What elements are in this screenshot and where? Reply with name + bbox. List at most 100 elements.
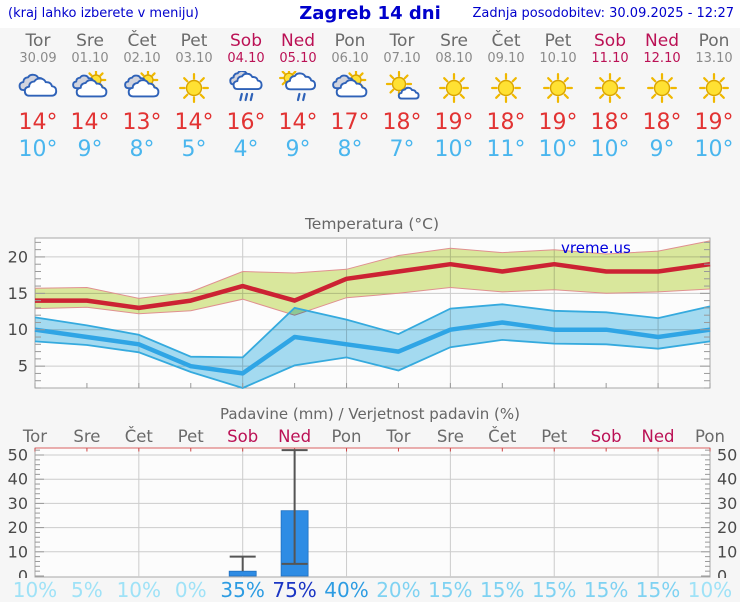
min-temperature: 10° [18,137,58,162]
svg-text:5: 5 [18,357,28,376]
weather-icon [480,68,532,108]
precip-probability: 0% [174,578,207,602]
day-date: 13.10 [695,51,733,66]
precip-day-label: Sob [227,427,259,446]
precip-probability: 10% [116,578,162,602]
svg-text:50: 50 [8,446,28,465]
day-column[interactable]: Sob 11.10 18° 10° [584,31,636,163]
day-column[interactable]: Ned 12.10 18° 9° [636,31,688,163]
precip-day-label: Pon [694,427,725,446]
precip-probability: 40% [324,578,369,602]
day-column[interactable]: Sob 04.10 16° 4° [220,31,272,163]
precip-probability: 20% [376,578,421,602]
svg-text:15: 15 [8,284,28,303]
day-columns: Tor 30.09 14° 10° Sre 01.10 14° 9° Čet 0… [0,31,740,163]
sunny-icon [439,73,469,103]
precip-day-label: Čet [124,427,153,446]
partly-cloudy-icon [332,71,368,98]
min-temperature: 4° [233,137,259,162]
min-temp-line [34,320,711,376]
precip-probability: 75% [272,578,317,602]
day-name: Pon [698,31,730,51]
day-date: 11.10 [591,51,629,66]
precip-day-label: Sre [436,427,464,446]
weather-icon [12,68,64,108]
day-date: 12.10 [643,51,681,66]
day-column[interactable]: Čet 09.10 18° 11° [480,31,532,163]
day-name: Čet [491,31,521,51]
svg-text:10: 10 [8,542,28,561]
precip-day-label: Čet [488,427,517,446]
min-temperature: 8° [337,137,363,162]
day-name: Pet [180,31,208,51]
sunny-icon [179,73,209,103]
day-column[interactable]: Pet 10.10 19° 10° [532,31,584,163]
day-date: 07.10 [383,51,421,66]
weather-icon [168,68,220,108]
svg-text:0: 0 [717,567,727,579]
precip-day-label: Ned [278,427,312,446]
precip-probability: 10% [687,578,733,602]
day-column[interactable]: Pet 03.10 14° 5° [168,31,220,163]
day-name: Sre [76,31,104,51]
max-temperature: 14° [70,110,110,135]
temperature-chart: 5 10 15 20 Temperatura (°C) [8,215,711,389]
precip-probability: 15% [531,578,577,602]
day-name: Ned [645,31,679,51]
min-temperature: 10° [590,137,630,162]
max-temperature: 19° [694,110,734,135]
day-column[interactable]: Pon 06.10 17° 8° [324,31,376,163]
min-temperature: 9° [285,137,311,162]
day-name: Sob [594,31,626,51]
weather-icon [376,68,428,108]
sunny-icon [699,73,729,103]
max-temperature: 14° [174,110,214,135]
precip-probability: 15% [635,578,681,602]
weather-icon [272,68,324,108]
max-temperature: 14° [18,110,58,135]
precip-probability: 10% [12,578,58,602]
precip-probability-row: 10% 5% 10% 0% 35% 75% 40% 20% 15% 15% 15… [0,578,740,602]
svg-text:20: 20 [8,247,28,266]
day-column[interactable]: Čet 02.10 13° 8° [116,31,168,163]
max-temperature: 16° [226,110,266,135]
precip-grid [35,448,710,577]
weather-icon [428,68,480,108]
min-temperature: 10° [694,137,734,162]
max-temperature: 19° [538,110,578,135]
min-band-edge [34,303,711,359]
precip-y-labels: 0 0 10 10 20 20 30 30 40 40 50 50 [8,446,738,578]
max-temperature: 18° [590,110,630,135]
mostly-sunny-icon [385,71,420,100]
min-temperature: 11° [486,137,526,162]
day-date: 06.10 [331,51,369,66]
svg-text:40: 40 [717,470,737,489]
max-temperature: 18° [642,110,682,135]
weather-icon [116,68,168,108]
sunny-icon [647,73,677,103]
max-band-edge [34,240,711,299]
day-name: Pet [544,31,572,51]
day-column[interactable]: Tor 07.10 18° 7° [376,31,428,163]
min-temperature: 10° [538,137,578,162]
precip-probability: 15% [428,578,473,602]
cloudy-icon [18,73,58,97]
vreme-us-link[interactable]: vreme.us [561,239,631,257]
precipitation-chart: 0 0 10 10 20 20 30 30 40 40 50 50 [8,446,738,578]
day-column[interactable]: Tor 30.09 14° 10° [12,31,64,163]
precip-day-label: Ned [641,427,675,446]
precip-day-label: Tor [22,427,48,446]
max-temperature: 18° [486,110,526,135]
weather-icon [324,68,376,108]
min-band-edge [34,338,711,389]
day-column[interactable]: Ned 05.10 14° 9° [272,31,324,163]
svg-text:30: 30 [717,494,737,513]
svg-text:10: 10 [8,320,28,339]
min-temperature: 9° [649,137,675,162]
weather-icon [220,68,272,108]
sunny-icon [595,73,625,103]
weather-icon [64,68,116,108]
day-column[interactable]: Sre 08.10 19° 10° [428,31,480,163]
day-column[interactable]: Sre 01.10 14° 9° [64,31,116,163]
day-column[interactable]: Pon 13.10 19° 10° [688,31,740,163]
